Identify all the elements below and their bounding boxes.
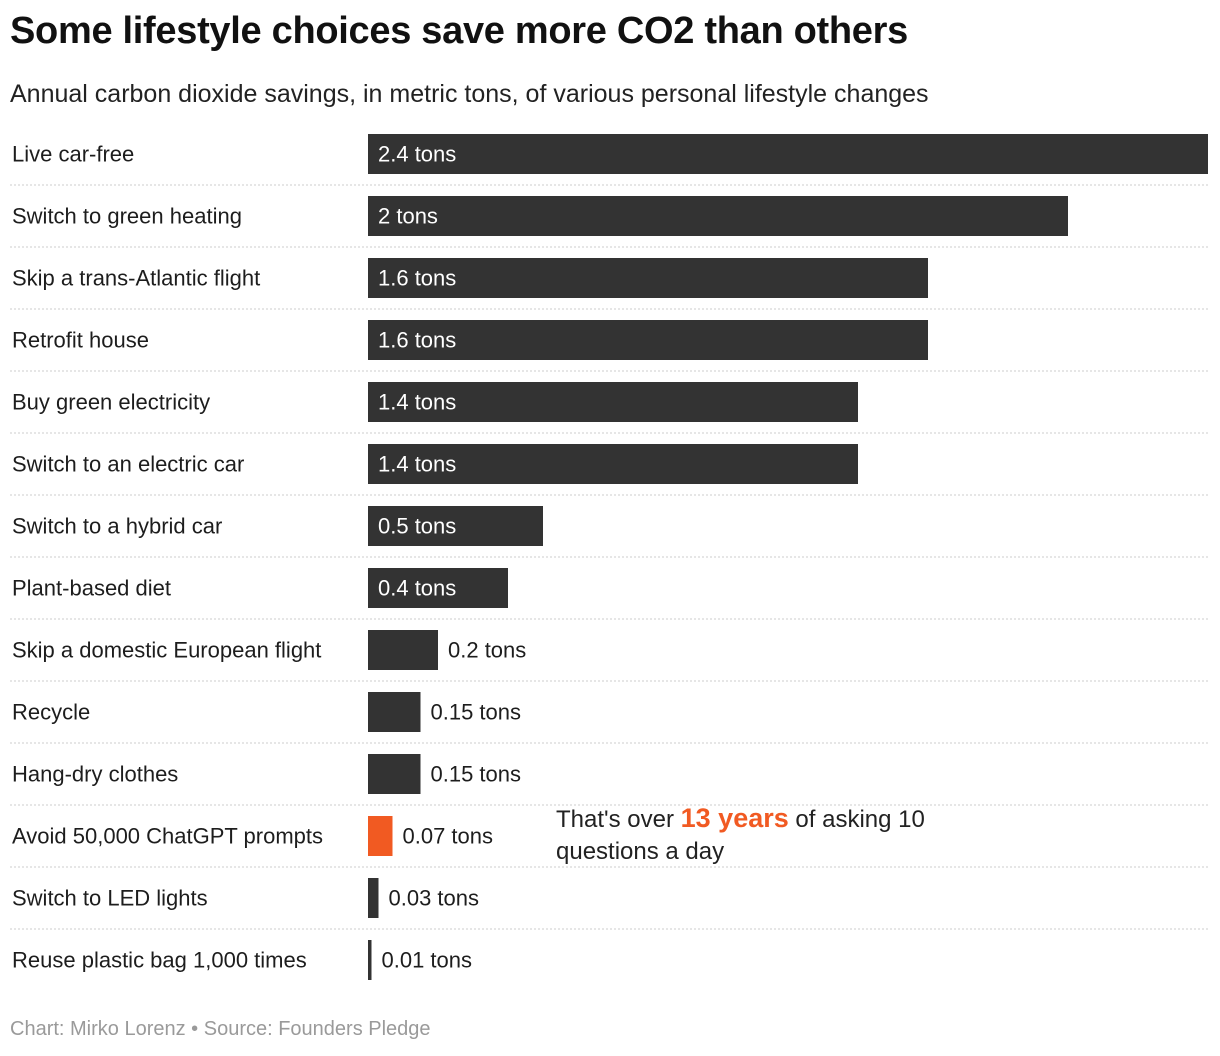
bar xyxy=(368,196,1068,236)
bar xyxy=(368,258,928,298)
row-label: Recycle xyxy=(12,700,90,725)
bar xyxy=(368,568,508,608)
value-label: 0.5 tons xyxy=(378,514,456,539)
value-label: 1.6 tons xyxy=(378,266,456,291)
value-label: 0.15 tons xyxy=(431,700,522,725)
bar xyxy=(368,444,858,484)
annotation-highlight: 13 years xyxy=(680,803,789,833)
row-label: Hang-dry clothes xyxy=(12,762,178,787)
row-label: Switch to a hybrid car xyxy=(12,514,222,539)
bar xyxy=(368,630,438,670)
highlight-bar xyxy=(368,816,393,856)
value-label: 1.4 tons xyxy=(378,390,456,415)
row-label: Plant-based diet xyxy=(12,576,171,601)
value-label: 1.6 tons xyxy=(378,328,456,353)
row-label: Reuse plastic bag 1,000 times xyxy=(12,948,307,973)
bar xyxy=(368,134,1208,174)
bar xyxy=(368,506,543,546)
bar xyxy=(368,692,421,732)
value-label: 0.2 tons xyxy=(448,638,526,663)
chatgpt-annotation: That's over 13 years of asking 10 questi… xyxy=(556,802,976,868)
bar xyxy=(368,940,372,980)
value-label: 0.03 tons xyxy=(389,886,480,911)
annotation-text-after: of asking 10 questions a day xyxy=(556,806,925,865)
row-label: Skip a trans-Atlantic flight xyxy=(12,266,260,291)
row-label: Live car-free xyxy=(12,142,134,167)
row-label: Retrofit house xyxy=(12,328,149,353)
row-label: Avoid 50,000 ChatGPT prompts xyxy=(12,824,323,849)
value-label: 0.15 tons xyxy=(431,762,522,787)
value-label: 0.07 tons xyxy=(403,824,494,849)
chart-footer: Chart: Mirko Lorenz • Source: Founders P… xyxy=(10,1018,431,1040)
bar xyxy=(368,320,928,360)
annotation-text-before: That's over xyxy=(556,806,681,833)
chart-subtitle: Annual carbon dioxide savings, in metric… xyxy=(10,80,929,108)
row-label: Switch to LED lights xyxy=(12,886,208,911)
row-label: Skip a domestic European flight xyxy=(12,638,321,663)
value-label: 2 tons xyxy=(378,204,438,229)
value-label: 0.4 tons xyxy=(378,576,456,601)
row-label: Buy green electricity xyxy=(12,390,210,415)
bar xyxy=(368,754,421,794)
row-label: Switch to green heating xyxy=(12,204,242,229)
value-label: 1.4 tons xyxy=(378,452,456,477)
bar xyxy=(368,878,379,918)
value-label: 0.01 tons xyxy=(382,948,473,973)
row-label: Switch to an electric car xyxy=(12,452,244,477)
value-label: 2.4 tons xyxy=(378,142,456,167)
chart-title: Some lifestyle choices save more CO2 tha… xyxy=(10,10,908,52)
bar xyxy=(368,382,858,422)
